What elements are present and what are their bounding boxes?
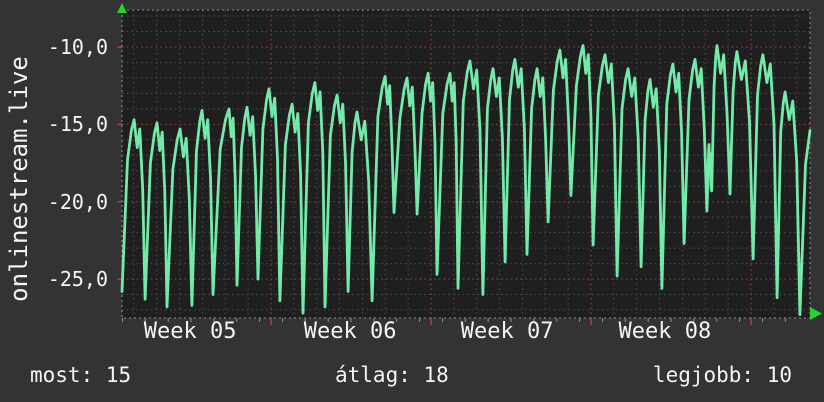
x-tick-label: Week 08	[618, 319, 712, 344]
right-arrow-icon	[810, 307, 822, 320]
y-tick-label: -25,0	[47, 267, 108, 292]
y-tick-label: -15,0	[47, 112, 108, 137]
stat-now: most: 15	[30, 363, 132, 387]
listeners-line-series	[120, 44, 812, 316]
x-tick-label: Week 05	[143, 319, 237, 344]
x-tick-label: Week 07	[460, 319, 554, 344]
stat-average: átlag: 18	[335, 363, 449, 387]
up-arrow-icon	[117, 3, 127, 13]
plot-frame	[121, 9, 811, 319]
y-tick-label: -10,0	[47, 35, 108, 59]
y-tick-label: -20,0	[47, 189, 108, 214]
x-tick-label: Week 06	[303, 319, 397, 344]
stat-best: legjobb: 10	[652, 363, 792, 387]
